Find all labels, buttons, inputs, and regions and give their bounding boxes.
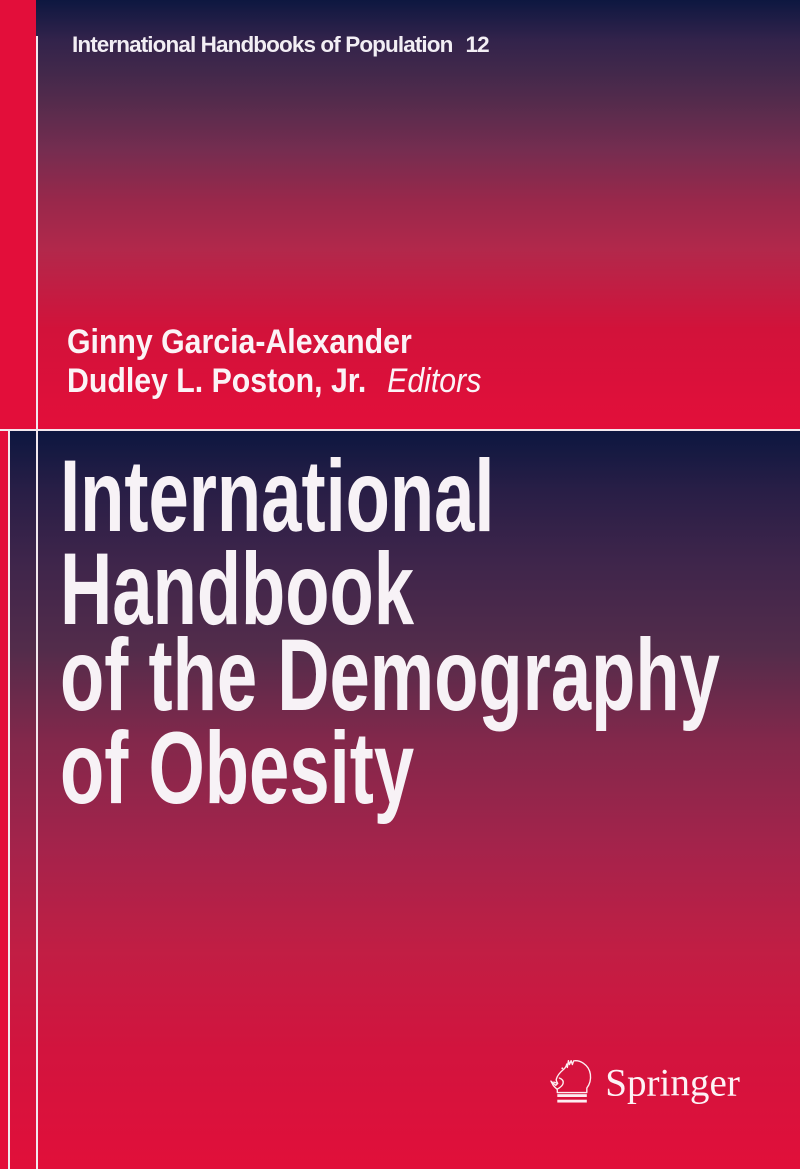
- svg-text:Springer: Springer: [605, 1061, 740, 1104]
